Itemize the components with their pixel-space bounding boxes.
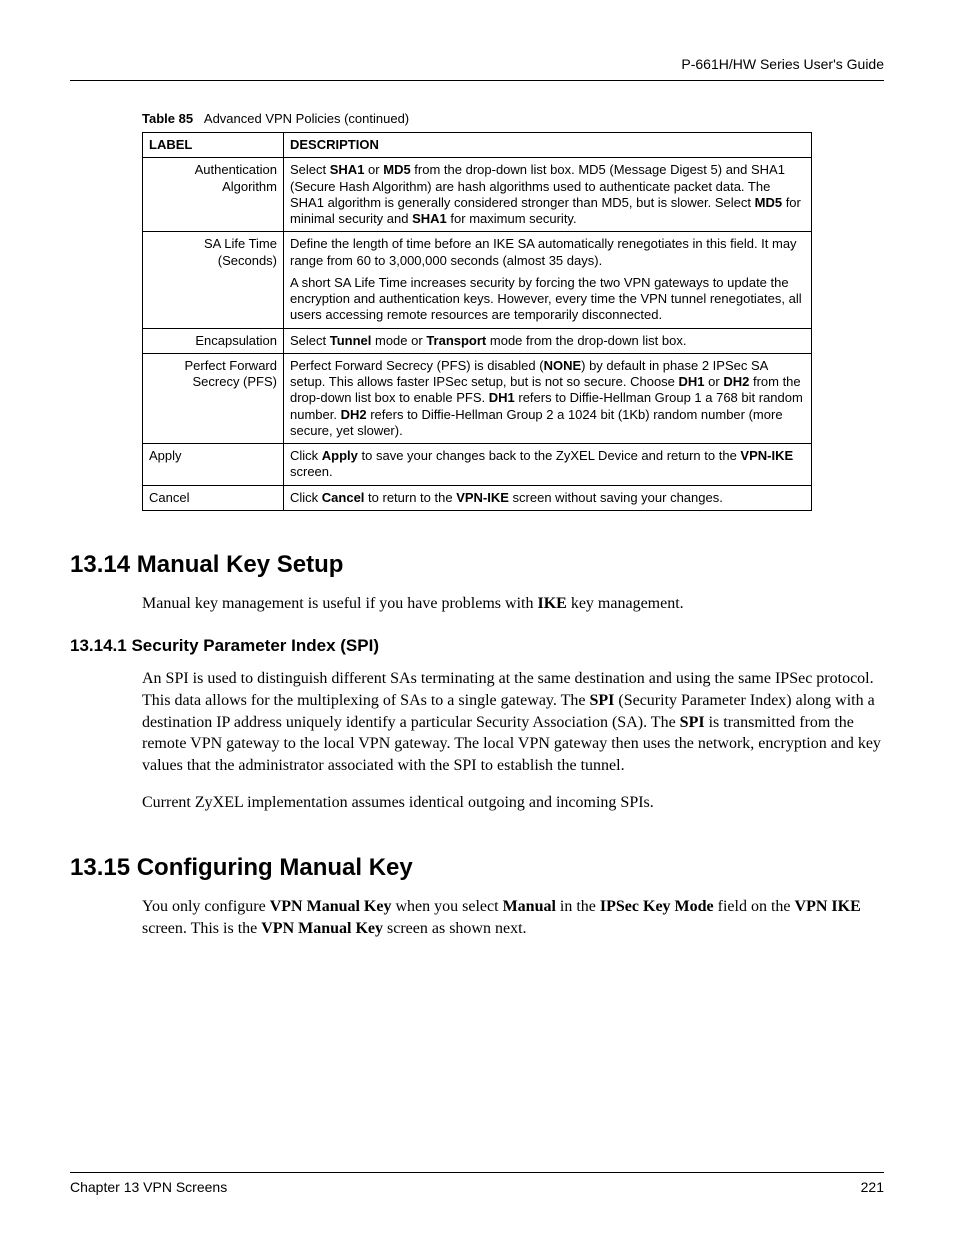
table-cell-description: Click Cancel to return to the VPN-IKE sc… <box>284 485 812 510</box>
table-cell-label: Cancel <box>143 485 284 510</box>
table-row: Perfect Forward Secrecy (PFS)Perfect For… <box>143 353 812 443</box>
table-cell-description: Select SHA1 or MD5 from the drop-down li… <box>284 158 812 232</box>
table-cell-label: Authentication Algorithm <box>143 158 284 232</box>
table-cell-description: Define the length of time before an IKE … <box>284 232 812 328</box>
table-cell-label: SA Life Time (Seconds) <box>143 232 284 328</box>
table-body: Authentication AlgorithmSelect SHA1 or M… <box>143 158 812 511</box>
section-13-14-1-paragraph-2: Current ZyXEL implementation assumes ide… <box>142 792 884 814</box>
section-13-15-heading: 13.15 Configuring Manual Key <box>70 854 884 882</box>
table-cell-label: Apply <box>143 444 284 486</box>
table-row: ApplyClick Apply to save your changes ba… <box>143 444 812 486</box>
table-row: EncapsulationSelect Tunnel mode or Trans… <box>143 328 812 353</box>
section-13-14-1-heading: 13.14.1 Security Parameter Index (SPI) <box>70 636 884 656</box>
footer-chapter: Chapter 13 VPN Screens <box>70 1179 227 1195</box>
table-caption: Table 85 Advanced VPN Policies (continue… <box>142 111 884 126</box>
table-row: Authentication AlgorithmSelect SHA1 or M… <box>143 158 812 232</box>
page-header: P-661H/HW Series User's Guide <box>70 56 884 81</box>
section-13-14-heading: 13.14 Manual Key Setup <box>70 551 884 579</box>
table-header-label: LABEL <box>143 133 284 158</box>
section-13-14-paragraph: Manual key management is useful if you h… <box>142 593 884 615</box>
table-cell-description: Perfect Forward Secrecy (PFS) is disable… <box>284 353 812 443</box>
table-cell-description: Click Apply to save your changes back to… <box>284 444 812 486</box>
page-footer: Chapter 13 VPN Screens 221 <box>70 1172 884 1195</box>
section-13-15-paragraph: You only configure VPN Manual Key when y… <box>142 896 884 939</box>
section-13-14-1-paragraph-1: An SPI is used to distinguish different … <box>142 668 884 776</box>
table-row: CancelClick Cancel to return to the VPN-… <box>143 485 812 510</box>
footer-page-number: 221 <box>861 1179 884 1195</box>
table-row: SA Life Time (Seconds)Define the length … <box>143 232 812 328</box>
table-cell-label: Perfect Forward Secrecy (PFS) <box>143 353 284 443</box>
table-cell-label: Encapsulation <box>143 328 284 353</box>
table-caption-number: Table 85 <box>142 111 193 126</box>
table-caption-text: Advanced VPN Policies (continued) <box>204 111 409 126</box>
vpn-policies-table: LABEL DESCRIPTION Authentication Algorit… <box>142 132 812 511</box>
table-header-description: DESCRIPTION <box>284 133 812 158</box>
table-cell-description: Select Tunnel mode or Transport mode fro… <box>284 328 812 353</box>
